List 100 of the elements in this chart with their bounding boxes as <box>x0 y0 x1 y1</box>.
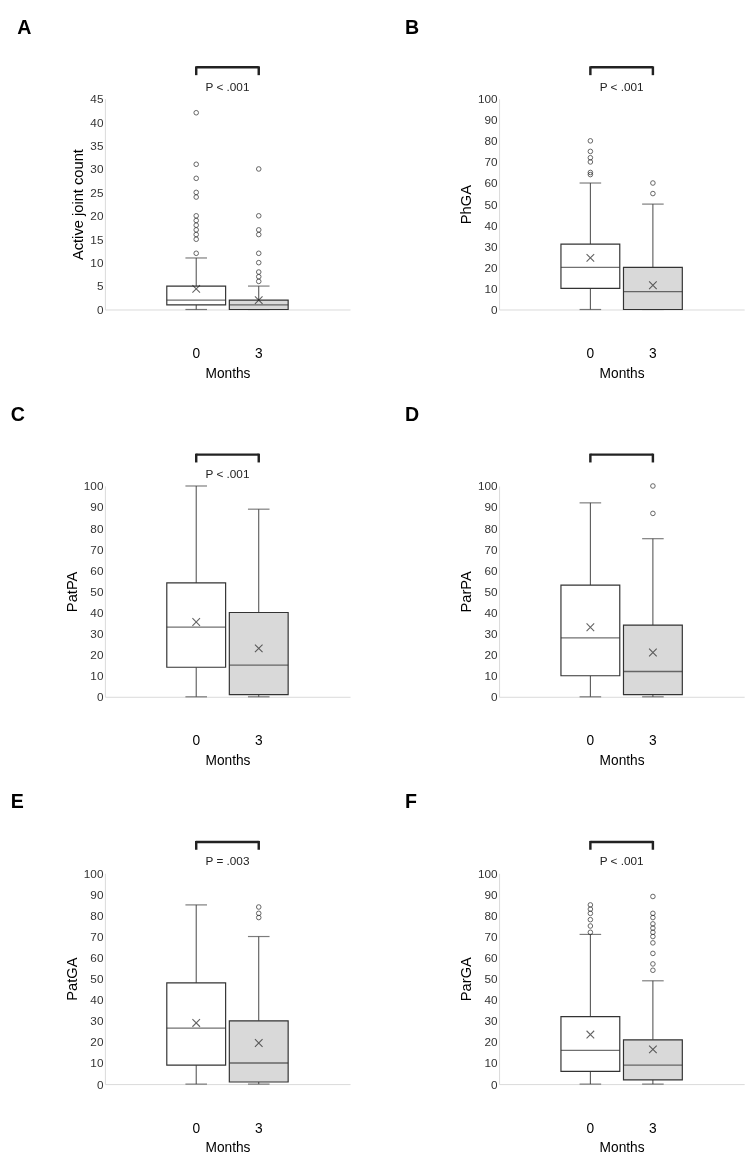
y-tick-label: 90 <box>484 887 499 901</box>
y-tick-label: 10 <box>90 1056 104 1070</box>
y-tick-label: 60 <box>484 176 499 190</box>
text: P = .003 <box>205 854 250 868</box>
y-tick-label: 0 <box>96 302 104 316</box>
y-tick-label: 90 <box>90 887 104 901</box>
x-tick-label: 3 <box>649 1120 658 1136</box>
y-tick-label: 15 <box>90 232 104 246</box>
y-tick-label: 0 <box>491 302 499 316</box>
y-tick-label: 20 <box>90 1035 104 1049</box>
y-axis-title: Active joint count <box>70 149 87 261</box>
y-tick-label: 60 <box>90 951 104 965</box>
x-tick-label: 0 <box>586 346 595 362</box>
chart-title: C <box>10 403 25 426</box>
x-axis-title: Months <box>205 1140 251 1156</box>
y-tick-label: 40 <box>90 993 104 1007</box>
text: P < .001 <box>599 79 644 93</box>
text: P < .001 <box>599 854 644 868</box>
x-tick-label: 0 <box>586 1120 595 1136</box>
y-tick-label: 80 <box>484 134 499 148</box>
y-tick-label: 5 <box>96 279 104 293</box>
y-tick-label: 30 <box>90 1014 104 1028</box>
y-tick-label: 80 <box>484 521 499 535</box>
y-tick-label: 60 <box>484 563 499 577</box>
y-tick-label: 50 <box>90 972 104 986</box>
y-tick-label: 50 <box>484 972 499 986</box>
y-tick-label: 35 <box>90 138 104 152</box>
y-tick-label: 70 <box>484 155 499 169</box>
y-tick-label: 10 <box>90 256 104 270</box>
y-tick-label: 40 <box>90 115 104 129</box>
x-axis-title: Months <box>599 365 645 381</box>
x-tick-label: 3 <box>254 346 263 362</box>
y-tick-label: 80 <box>90 908 104 922</box>
y-tick-label: 90 <box>484 113 499 127</box>
y-tick-label: 45 <box>90 92 104 106</box>
y-tick-label: 0 <box>96 1077 104 1091</box>
y-tick-label: 60 <box>484 951 499 965</box>
text: P < .001 <box>205 467 250 481</box>
y-tick-label: 30 <box>484 239 499 253</box>
y-tick-label: 100 <box>477 866 499 880</box>
y-tick-label: 30 <box>484 626 499 640</box>
y-tick-label: 40 <box>484 993 499 1007</box>
y-tick-label: 20 <box>484 1035 499 1049</box>
chart-title: E <box>10 790 24 813</box>
y-tick-label: 30 <box>484 1014 499 1028</box>
y-tick-label: 0 <box>96 690 104 704</box>
y-tick-label: 70 <box>484 929 499 943</box>
y-tick-label: 100 <box>477 479 499 493</box>
y-tick-label: 70 <box>484 542 499 556</box>
y-tick-label: 50 <box>484 584 499 598</box>
y-tick-label: 20 <box>90 209 104 223</box>
x-tick-label: 0 <box>192 733 201 749</box>
y-axis-title: ParGA <box>458 956 475 1002</box>
y-tick-label: 20 <box>90 648 104 662</box>
text: P < .001 <box>205 79 250 93</box>
y-tick-label: 30 <box>90 162 104 176</box>
x-tick-label: 3 <box>649 346 658 362</box>
chart-title: F <box>404 790 417 813</box>
y-tick-label: 30 <box>90 626 104 640</box>
y-tick-label: 100 <box>477 92 499 106</box>
x-axis-title: Months <box>205 365 251 381</box>
y-axis-title: PatGA <box>63 957 80 1001</box>
y-tick-label: 40 <box>484 605 499 619</box>
x-axis-title: Months <box>599 752 645 768</box>
x-tick-label: 0 <box>192 1120 201 1136</box>
y-tick-label: 10 <box>90 669 104 683</box>
x-tick-label: 0 <box>586 733 595 749</box>
y-tick-label: 60 <box>90 563 104 577</box>
y-tick-label: 70 <box>90 929 104 943</box>
y-tick-label: 90 <box>90 500 104 514</box>
x-tick-label: 3 <box>649 733 658 749</box>
y-tick-label: 40 <box>90 605 104 619</box>
y-tick-label: 10 <box>484 281 499 295</box>
y-tick-label: 10 <box>484 669 499 683</box>
y-tick-label: 20 <box>484 648 499 662</box>
x-axis-title: Months <box>599 1140 645 1156</box>
y-axis-title: PatPA <box>63 571 80 613</box>
y-tick-label: 90 <box>484 500 499 514</box>
x-tick-label: 3 <box>254 733 263 749</box>
chart-title: A <box>17 15 32 38</box>
y-tick-label: 25 <box>90 185 104 199</box>
y-tick-label: 40 <box>484 218 499 232</box>
y-tick-label: 80 <box>484 908 499 922</box>
y-tick-label: 50 <box>484 197 499 211</box>
y-tick-label: 0 <box>491 690 499 704</box>
y-tick-label: 80 <box>90 521 104 535</box>
y-tick-label: 50 <box>90 584 104 598</box>
y-tick-label: 0 <box>491 1077 499 1091</box>
x-tick-label: 3 <box>254 1120 263 1136</box>
y-tick-label: 100 <box>83 866 104 880</box>
chart-title: D <box>404 403 420 426</box>
y-tick-label: 10 <box>484 1056 499 1070</box>
y-tick-label: 70 <box>90 542 104 556</box>
y-tick-label: 100 <box>83 479 104 493</box>
x-tick-label: 0 <box>192 346 201 362</box>
y-axis-title: ParPA <box>458 571 475 613</box>
y-tick-label: 20 <box>484 260 499 274</box>
chart-title: B <box>404 15 420 38</box>
y-axis-title: PhGA <box>458 184 475 225</box>
x-axis-title: Months <box>205 752 251 768</box>
